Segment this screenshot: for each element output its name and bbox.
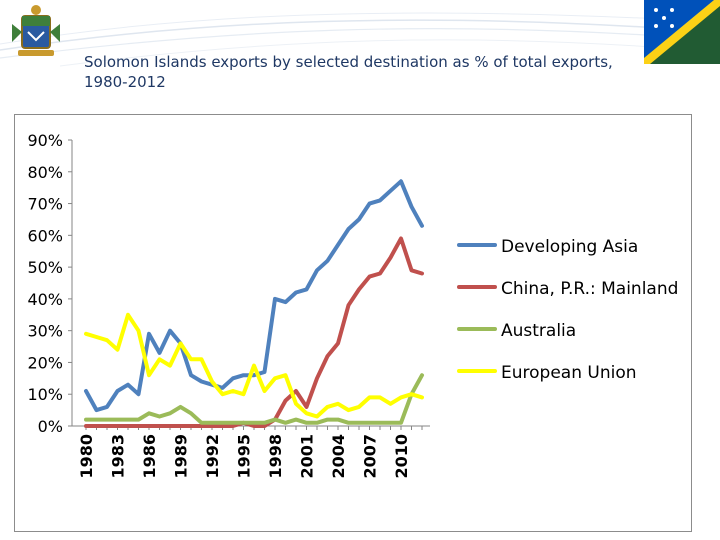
- legend-label-1: Developing Asia: [501, 237, 638, 257]
- flag-logo: [644, 0, 720, 64]
- coat-of-arms-logo: [6, 2, 66, 62]
- y-tick-label: 70%: [27, 195, 63, 214]
- y-tick-label: 30%: [27, 322, 63, 341]
- legend-label-2: China, P.R.: Mainland: [501, 279, 678, 299]
- series-line-2: [84, 236, 424, 428]
- y-tick-label: 20%: [27, 353, 63, 372]
- series-line-4: [84, 312, 424, 419]
- x-tick-label: 2010: [392, 434, 411, 479]
- series-line-3: [84, 373, 424, 425]
- x-tick-label: 2004: [329, 434, 348, 479]
- y-tick-label: 10%: [27, 385, 63, 404]
- x-tick-label: 1983: [109, 434, 128, 479]
- x-tick-label: 1992: [203, 434, 222, 479]
- x-tick-label: 1989: [172, 434, 191, 479]
- y-tick-label: 40%: [27, 290, 63, 309]
- y-tick-label: 60%: [27, 226, 63, 245]
- y-tick-label: 90%: [27, 131, 63, 150]
- slide-title: Solomon Islands exports by selected dest…: [84, 53, 613, 91]
- x-tick-label: 1986: [140, 434, 159, 479]
- legend-label-3: Australia: [501, 321, 576, 341]
- x-tick-label: 1995: [235, 434, 254, 479]
- y-tick-label: 50%: [27, 258, 63, 277]
- series-line-1: [84, 179, 424, 413]
- legend-label-4: European Union: [501, 363, 637, 383]
- x-tick-label: 1998: [266, 434, 285, 479]
- line-chart: 0% 10% 20% 30% 40% 50% 60% 70% 80% 90% 1980 1983 198…: [27, 131, 678, 479]
- x-tick-label: 1980: [77, 434, 96, 479]
- y-tick-label: 0%: [38, 417, 63, 436]
- x-tick-label: 2007: [361, 434, 380, 479]
- chart-frame: 0% 10% 20% 30% 40% 50% 60% 70% 80% 90% 1980 1983 198…: [14, 114, 692, 532]
- y-tick-label: 80%: [27, 163, 63, 182]
- x-tick-label: 2001: [298, 434, 317, 479]
